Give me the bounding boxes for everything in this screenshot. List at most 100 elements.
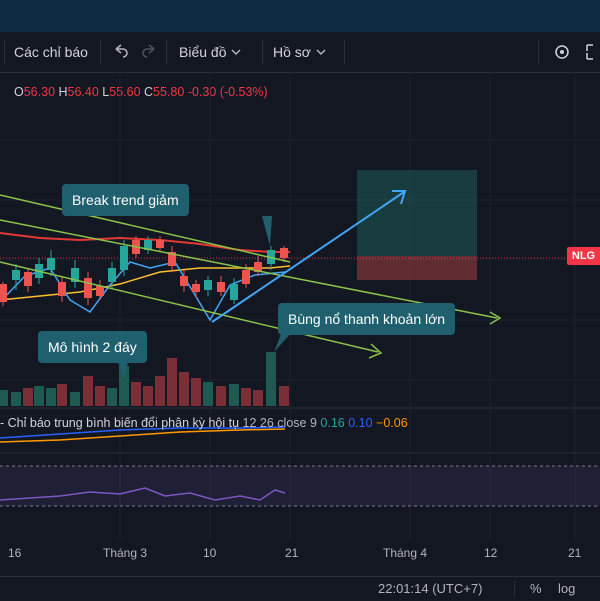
target-zone[interactable] [357,170,477,256]
percent-scale-toggle[interactable]: % [530,581,542,596]
candle-body [156,240,164,248]
toolbar-separator [100,40,101,64]
volume-bar [216,386,226,406]
double-bottom-callout[interactable]: Mô hình 2 đáy [38,331,147,363]
rsi-band [0,466,600,506]
stop-zone[interactable] [357,256,477,280]
expand-button[interactable] [585,32,600,72]
candle-body [58,282,66,296]
volume-bar [57,384,67,406]
high-key: H [58,85,68,99]
open-key: O [14,85,24,99]
undo-button[interactable] [112,32,128,72]
volume-bar [143,386,153,406]
chart-toolbar: Các chỉ báo Biểu đồ Hồ sơ [0,32,600,73]
time-axis-label: Tháng 3 [103,546,148,560]
chart-menu-button[interactable]: Biểu đồ [179,32,242,72]
time-axis-label: 21 [568,546,582,560]
candle-body [12,270,20,280]
expand-icon [586,44,593,60]
volume-bar [191,378,201,406]
time-axis-label: Tháng 4 [383,546,428,560]
low-key: L [102,85,110,99]
toolbar-separator [262,40,263,64]
volume-bar [279,386,289,406]
break-trend-callout[interactable]: Break trend giảm [62,184,189,216]
candle-body [168,252,176,266]
ohlc-legend: O56.30 H56.40 L55.60 C55.80 -0.30 (-0.53… [14,85,268,99]
callout-pointer [118,362,128,380]
up-arrow-line[interactable] [211,191,405,323]
volume-bar [107,388,117,406]
time-axis-label: 10 [203,546,217,560]
candle-body [96,286,104,296]
chevron-down-icon [231,49,241,56]
time-axis-label: 12 [484,546,498,560]
macd-params: 12 26 close 9 [242,416,317,430]
open-value: 56.30 [23,85,56,99]
macd-value: 0.10 [348,416,373,430]
ma-blue [0,261,286,322]
redo-icon [142,44,155,58]
settings-button[interactable] [553,32,571,72]
candle-body [254,262,262,272]
candle-body [47,258,55,270]
candle-body [192,284,200,292]
status-separator [514,581,515,597]
liquidity-callout[interactable]: Bùng nổ thanh khoản lớn [278,303,456,335]
toolbar-separator [166,40,167,64]
indicators-button[interactable]: Các chỉ báo [14,44,88,60]
volume-bar [70,392,80,406]
callout-pointer [274,332,292,352]
volume-bar [229,384,239,406]
candle-body [71,268,79,282]
candle-body [144,240,152,250]
volume-bars [0,352,289,406]
candle-body [180,276,188,286]
macd-title: - Chỉ báo trung bình biến đổi phân kỳ hộ… [0,416,240,430]
high-value: 56.40 [67,85,99,99]
volume-bar [11,392,21,406]
volume-bar [23,388,33,406]
callout-pointer [262,216,272,246]
trend-line-lower[interactable] [0,261,379,353]
signal-line [0,428,286,443]
volume-bar [167,358,177,406]
candle-body [217,282,225,292]
change-value: -0.30 (-0.53%) [187,85,268,99]
volume-bar [95,386,105,406]
candle-body [24,272,32,286]
volume-bar [34,386,44,406]
arrowhead [392,190,407,205]
status-bar: 22:01:14 (UTC+7) % log [0,576,600,601]
trend-line-upper[interactable] [0,194,291,263]
undo-icon [115,44,128,58]
volume-bar [119,366,129,406]
candle-body [230,284,238,300]
macd-hist-value: 0.16 [320,416,345,430]
redo-button[interactable] [142,32,158,72]
rsi-line [0,487,286,501]
volume-bar [179,372,189,406]
symbol-price-tag: NLG [567,247,600,265]
settings-icon [555,45,569,59]
volume-bar [131,382,141,406]
log-scale-toggle[interactable]: log [558,581,576,596]
chevron-down-icon [316,49,326,56]
profile-menu-button[interactable]: Hồ sơ [273,32,327,72]
volume-bar [0,390,8,406]
toolbar-separator [4,40,5,64]
chart-menu-label: Biểu đồ [179,44,227,60]
top-bar [0,0,600,32]
clock-readout: 22:01:14 (UTC+7) [378,581,483,596]
candle-body [204,280,212,290]
time-axis-label: 16 [8,546,22,560]
candle-body [242,270,250,284]
toolbar-separator [344,40,345,64]
candle-body [0,284,7,302]
time-axis-label: 21 [285,546,299,560]
trend-line-long[interactable] [0,219,498,319]
candle-body [108,268,116,282]
arrowhead [368,343,383,359]
